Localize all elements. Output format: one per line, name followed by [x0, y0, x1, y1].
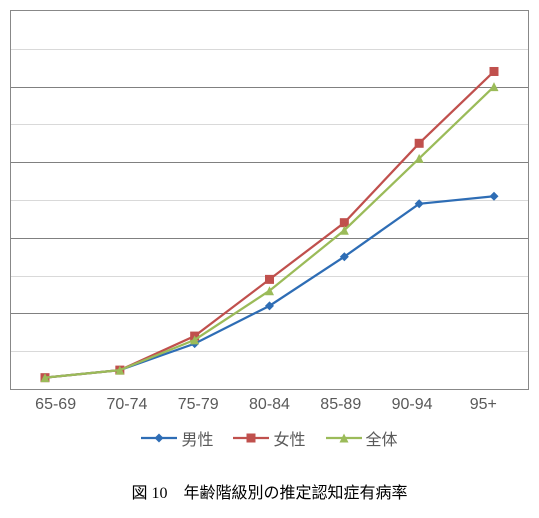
- legend-item: 全体: [326, 426, 398, 450]
- series-marker: [490, 82, 499, 91]
- legend-label: 男性: [181, 426, 213, 450]
- chart-series-svg: [11, 11, 528, 389]
- series-marker: [415, 139, 424, 148]
- x-axis-label: 70-74: [91, 396, 162, 414]
- x-axis-label: 90-94: [376, 396, 447, 414]
- x-axis-label: 80-84: [234, 396, 305, 414]
- x-axis-label: 95+: [448, 396, 519, 414]
- x-axis: 65-6970-7475-7980-8485-8990-9495+: [10, 396, 529, 414]
- legend-swatch: [326, 430, 362, 446]
- legend-swatch: [233, 430, 269, 446]
- chart-caption: 図 10 年齢階級別の推定認知症有病率: [10, 479, 529, 503]
- legend-label: 女性: [273, 426, 305, 450]
- series-line: [45, 87, 494, 378]
- series-line: [45, 71, 494, 377]
- x-axis-label: 75-79: [163, 396, 234, 414]
- x-axis-label: 65-69: [20, 396, 91, 414]
- series-marker: [490, 67, 499, 76]
- legend-item: 女性: [233, 426, 305, 450]
- legend-swatch: [141, 430, 177, 446]
- plot-area: [10, 10, 529, 390]
- x-axis-label: 85-89: [305, 396, 376, 414]
- legend-label: 全体: [366, 426, 398, 450]
- series-marker: [265, 275, 274, 284]
- chart-container: 65-6970-7475-7980-8485-8990-9495+ 男性 女性 全体…: [10, 10, 529, 503]
- legend: 男性 女性 全体: [10, 426, 529, 451]
- legend-item: 男性: [141, 426, 213, 450]
- series-marker: [490, 192, 499, 201]
